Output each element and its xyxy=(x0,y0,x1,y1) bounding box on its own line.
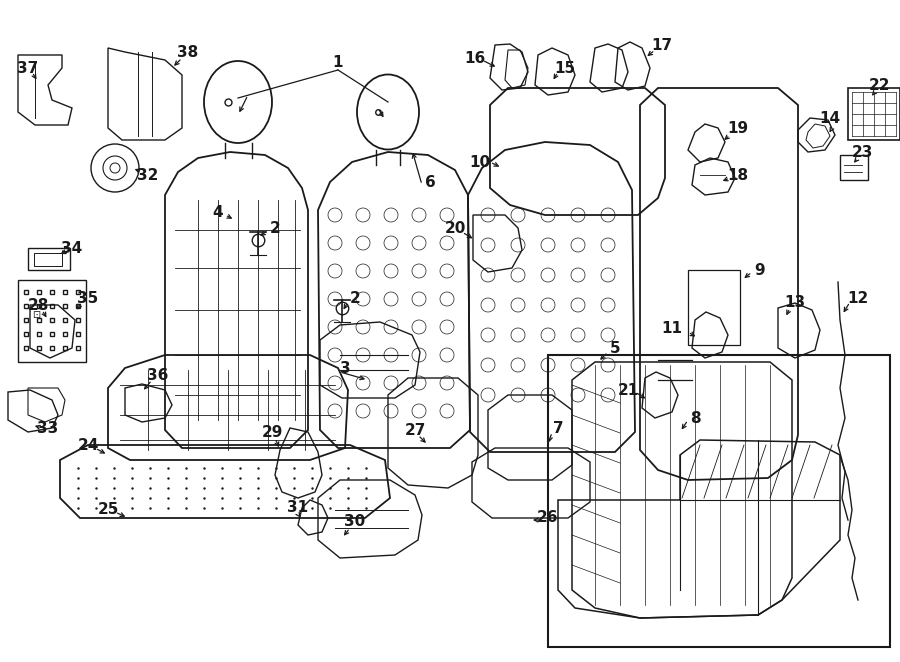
Text: 34: 34 xyxy=(61,240,83,256)
Text: 17: 17 xyxy=(652,38,672,52)
Text: 11: 11 xyxy=(662,320,682,336)
Text: 1: 1 xyxy=(333,54,343,70)
Text: 38: 38 xyxy=(177,44,199,60)
Text: 15: 15 xyxy=(554,60,576,75)
Bar xyxy=(28,248,70,270)
Text: 9: 9 xyxy=(755,263,765,277)
Text: 32: 32 xyxy=(138,167,158,183)
Text: 13: 13 xyxy=(785,295,806,310)
Text: 22: 22 xyxy=(869,77,891,93)
Text: 36: 36 xyxy=(148,367,168,383)
Text: 16: 16 xyxy=(464,50,486,66)
Text: 2: 2 xyxy=(270,220,281,236)
Text: 30: 30 xyxy=(345,514,365,530)
Text: 14: 14 xyxy=(819,111,841,126)
Text: 24: 24 xyxy=(77,438,99,453)
Text: 8: 8 xyxy=(689,410,700,426)
Bar xyxy=(848,88,900,140)
Bar xyxy=(688,270,740,345)
Text: 29: 29 xyxy=(261,424,283,440)
Text: 28: 28 xyxy=(27,297,49,312)
Bar xyxy=(840,155,868,180)
Text: 6: 6 xyxy=(425,175,436,189)
Text: 20: 20 xyxy=(445,220,465,236)
Text: ⊡: ⊡ xyxy=(32,310,40,320)
Bar xyxy=(548,355,890,647)
Bar xyxy=(34,253,62,266)
Text: 7: 7 xyxy=(553,420,563,436)
Bar xyxy=(18,280,86,362)
Text: 33: 33 xyxy=(38,420,58,436)
Text: 12: 12 xyxy=(848,291,868,305)
Text: 35: 35 xyxy=(77,291,99,305)
Text: 2: 2 xyxy=(349,291,360,305)
Text: 19: 19 xyxy=(727,120,749,136)
Text: 26: 26 xyxy=(537,510,559,526)
Text: 31: 31 xyxy=(287,500,309,516)
Text: 37: 37 xyxy=(17,60,39,75)
Text: 10: 10 xyxy=(470,154,490,169)
Text: 5: 5 xyxy=(609,340,620,355)
Text: 4: 4 xyxy=(212,205,223,220)
Text: 3: 3 xyxy=(339,361,350,375)
Text: 25: 25 xyxy=(97,502,119,518)
Text: 27: 27 xyxy=(404,422,426,438)
Text: 18: 18 xyxy=(727,167,749,183)
Text: 21: 21 xyxy=(617,383,639,397)
Text: 23: 23 xyxy=(851,144,873,160)
